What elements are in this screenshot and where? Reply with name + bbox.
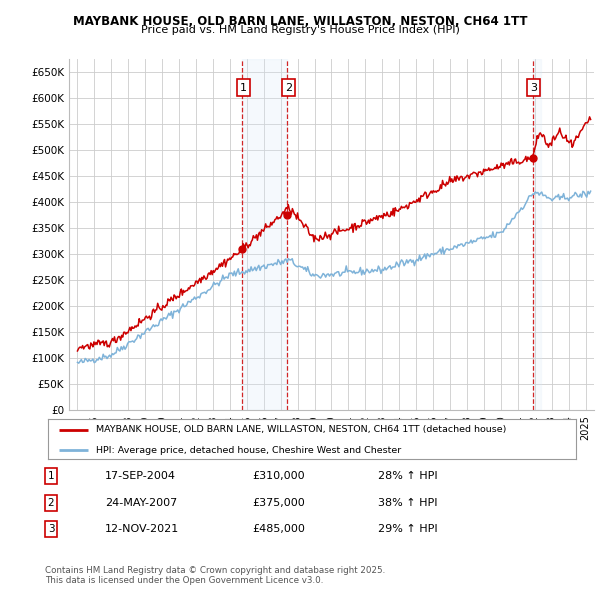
Text: 1: 1 [47,471,55,481]
Text: Price paid vs. HM Land Registry's House Price Index (HPI): Price paid vs. HM Land Registry's House … [140,25,460,35]
Text: £310,000: £310,000 [252,471,305,481]
Text: 3: 3 [47,525,55,534]
Text: 24-MAY-2007: 24-MAY-2007 [105,498,177,507]
Text: 12-NOV-2021: 12-NOV-2021 [105,525,179,534]
Text: MAYBANK HOUSE, OLD BARN LANE, WILLASTON, NESTON, CH64 1TT (detached house): MAYBANK HOUSE, OLD BARN LANE, WILLASTON,… [95,425,506,434]
Text: Contains HM Land Registry data © Crown copyright and database right 2025.
This d: Contains HM Land Registry data © Crown c… [45,566,385,585]
Text: 17-SEP-2004: 17-SEP-2004 [105,471,176,481]
Text: £485,000: £485,000 [252,525,305,534]
Text: MAYBANK HOUSE, OLD BARN LANE, WILLASTON, NESTON, CH64 1TT: MAYBANK HOUSE, OLD BARN LANE, WILLASTON,… [73,15,527,28]
Text: £375,000: £375,000 [252,498,305,507]
Bar [533,59,541,410]
Text: 28% ↑ HPI: 28% ↑ HPI [378,471,437,481]
Text: 38% ↑ HPI: 38% ↑ HPI [378,498,437,507]
Text: HPI: Average price, detached house, Cheshire West and Chester: HPI: Average price, detached house, Ches… [95,445,401,455]
Text: 1: 1 [240,83,247,93]
Text: 2: 2 [285,83,292,93]
Bar [242,59,287,410]
Text: 29% ↑ HPI: 29% ↑ HPI [378,525,437,534]
Text: 2: 2 [47,498,55,507]
Text: 3: 3 [530,83,538,93]
